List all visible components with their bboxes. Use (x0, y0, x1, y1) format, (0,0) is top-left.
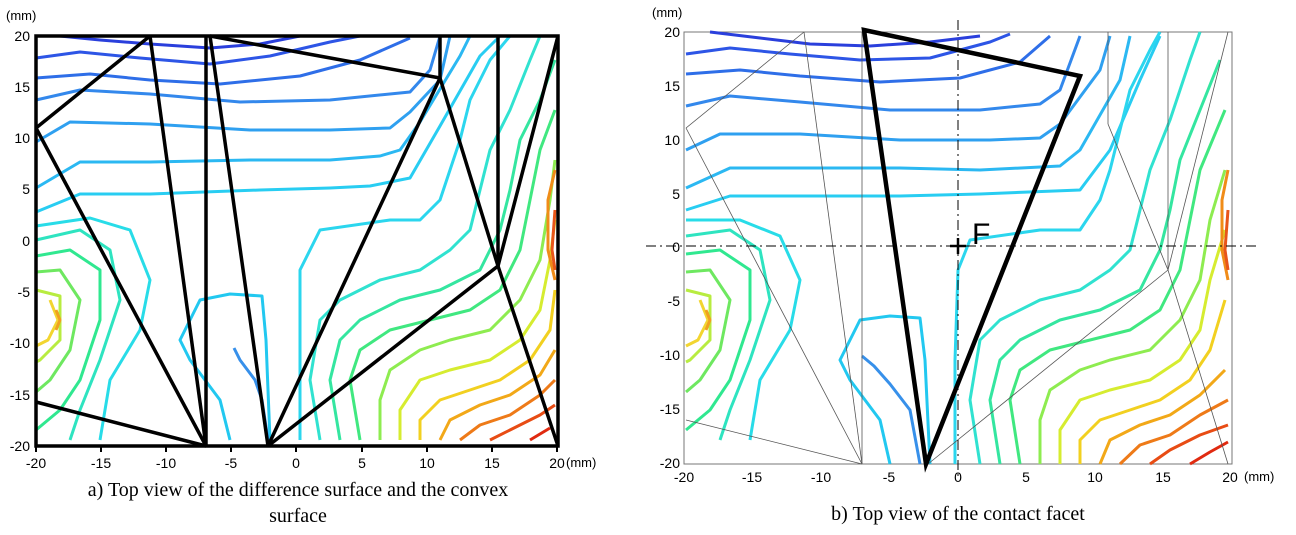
panel-a-ytick: -5 (18, 284, 31, 300)
panel-a-ytick: 15 (14, 79, 30, 95)
panel-a-contours (35, 34, 557, 442)
panel-b-xtick: -5 (883, 469, 896, 485)
panel-b-crosshair (646, 20, 1258, 480)
panel-a-axis-ticks (35, 446, 558, 452)
panel-b-xtick: 15 (1155, 469, 1171, 485)
panel-a-ytick: -10 (10, 335, 30, 351)
panel-a-plot: (mm) 20 15 10 5 0 -5 -10 -15 -20 -20 -15… (6, 8, 596, 527)
panel-b-xtick: 0 (954, 469, 962, 485)
panel-b-ytick: -20 (660, 455, 680, 471)
panel-b-plot: F (mm) 20 15 10 5 0 -5 -10 -15 -20 -20 -… (646, 5, 1274, 525)
panel-b-x-ticklabels: -20 -15 -10 -5 0 5 10 15 20 (674, 469, 1238, 485)
panel-a-xtick: 20 (549, 455, 565, 471)
panel-b-y-unit: (mm) (652, 5, 682, 20)
panel-b-xtick: -20 (674, 469, 694, 485)
panel-b-ytick: -5 (668, 293, 681, 309)
panel-b-caption: b) Top view of the contact facet (831, 503, 1085, 525)
panel-b-xtick: -15 (742, 469, 762, 485)
panel-a-ytick: 10 (14, 130, 30, 146)
panel-b-xtick: -10 (811, 469, 831, 485)
panel-b-ytick: -15 (660, 401, 680, 417)
panel-a-xtick: 15 (484, 455, 500, 471)
panel-a-xtick: 5 (358, 455, 366, 471)
panel-b-point-label: F (972, 218, 990, 251)
panel-a-xtick: 0 (292, 455, 300, 471)
panel-a-ytick: 0 (22, 233, 30, 249)
panel-a-y-ticklabels: 20 15 10 5 0 -5 -10 -15 -20 (10, 28, 30, 454)
panel-a-y-unit: (mm) (6, 8, 36, 23)
panel-a-xtick: -15 (91, 455, 111, 471)
panel-b-ytick: 0 (672, 239, 680, 255)
panel-b-y-ticklabels: 20 15 10 5 0 -5 -10 -15 -20 (660, 24, 680, 471)
panel-a-ytick: -15 (10, 387, 30, 403)
panel-a-ytick: -20 (10, 438, 30, 454)
panel-b-ytick: 15 (664, 78, 680, 94)
panel-b-xtick: 10 (1087, 469, 1103, 485)
panel-a-x-ticklabels: -20 -15 -10 -5 0 5 10 15 20 (26, 455, 565, 471)
panel-a-xtick: -5 (225, 455, 238, 471)
panel-b-focal-point-marker (950, 238, 966, 254)
panel-a-x-unit: (mm) (566, 455, 596, 470)
panel-a-caption-line2: surface (269, 505, 327, 527)
panel-b-ytick: -10 (660, 347, 680, 363)
panel-b-ytick: 10 (664, 132, 680, 148)
panel-a-xtick: -10 (156, 455, 176, 471)
panel-a-xtick: -20 (26, 455, 46, 471)
panel-a-ytick: 5 (22, 181, 30, 197)
panel-b-thin-edges (685, 31, 1229, 465)
panel-b-contact-facet (861, 27, 1084, 473)
panel-a-ytick: 20 (14, 28, 30, 44)
panel-a-convex-edges (34, 34, 560, 448)
panel-a-caption-line1: a) Top view of the difference surface an… (88, 479, 508, 501)
panel-b-ytick: 20 (664, 24, 680, 40)
panel-b-xtick: 20 (1222, 469, 1238, 485)
panel-a-xtick: 10 (419, 455, 435, 471)
panel-b-ytick: 5 (672, 186, 680, 202)
panel-b-contours (685, 30, 1230, 466)
panel-b-x-unit: (mm) (1244, 469, 1274, 484)
panel-b-xtick: 5 (1022, 469, 1030, 485)
